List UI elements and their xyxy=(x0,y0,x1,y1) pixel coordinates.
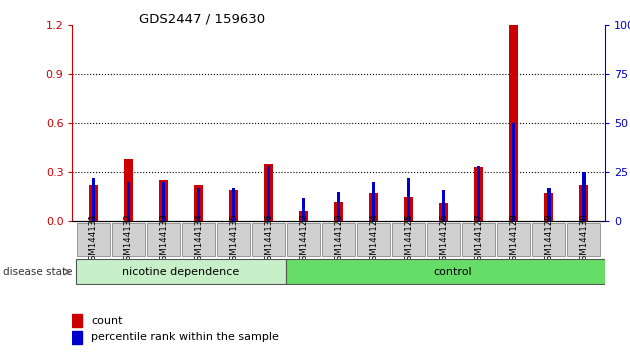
Text: GSM144132: GSM144132 xyxy=(124,213,133,266)
FancyBboxPatch shape xyxy=(287,223,320,256)
Bar xyxy=(372,182,375,221)
Text: GSM144126: GSM144126 xyxy=(439,213,448,266)
Text: GSM144123: GSM144123 xyxy=(334,213,343,266)
Bar xyxy=(194,185,203,221)
Bar xyxy=(124,159,133,221)
Text: GSM144135: GSM144135 xyxy=(229,213,238,266)
FancyBboxPatch shape xyxy=(217,223,250,256)
FancyBboxPatch shape xyxy=(77,223,110,256)
Text: GSM144127: GSM144127 xyxy=(474,213,483,266)
FancyBboxPatch shape xyxy=(252,223,285,256)
Text: GSM144134: GSM144134 xyxy=(194,213,203,266)
Bar xyxy=(404,197,413,221)
Bar xyxy=(72,331,82,344)
Bar xyxy=(337,192,340,221)
Text: GSM144136: GSM144136 xyxy=(264,213,273,266)
Text: GSM144128: GSM144128 xyxy=(509,213,518,266)
Text: GSM144125: GSM144125 xyxy=(404,213,413,266)
Bar xyxy=(335,202,343,221)
Text: GDS2447 / 159630: GDS2447 / 159630 xyxy=(139,12,265,25)
Bar xyxy=(442,190,445,221)
Bar xyxy=(127,182,130,221)
Bar xyxy=(229,190,238,221)
Bar xyxy=(302,198,306,221)
Bar xyxy=(267,166,270,221)
FancyBboxPatch shape xyxy=(357,223,390,256)
FancyBboxPatch shape xyxy=(112,223,145,256)
Bar xyxy=(582,172,585,221)
FancyBboxPatch shape xyxy=(532,223,565,256)
FancyBboxPatch shape xyxy=(182,223,215,256)
Bar xyxy=(92,178,95,221)
FancyBboxPatch shape xyxy=(147,223,180,256)
Bar xyxy=(232,188,236,221)
Text: GSM144122: GSM144122 xyxy=(299,213,308,266)
FancyBboxPatch shape xyxy=(568,223,600,256)
Bar xyxy=(474,167,483,221)
FancyBboxPatch shape xyxy=(76,259,286,284)
Text: nicotine dependence: nicotine dependence xyxy=(122,267,239,277)
Bar xyxy=(369,193,378,221)
Bar xyxy=(197,188,200,221)
Bar xyxy=(439,203,448,221)
Bar xyxy=(264,164,273,221)
Text: control: control xyxy=(433,267,472,277)
Bar xyxy=(547,188,551,221)
Bar xyxy=(510,25,518,221)
Text: disease state: disease state xyxy=(3,267,72,277)
Bar xyxy=(72,314,82,327)
Bar xyxy=(580,185,588,221)
FancyBboxPatch shape xyxy=(286,259,619,284)
Bar xyxy=(544,193,553,221)
Bar xyxy=(162,182,165,221)
Bar xyxy=(299,211,308,221)
Bar xyxy=(407,178,410,221)
Text: GSM144133: GSM144133 xyxy=(159,213,168,266)
Text: percentile rank within the sample: percentile rank within the sample xyxy=(91,332,279,342)
Text: GSM144129: GSM144129 xyxy=(544,213,553,266)
FancyBboxPatch shape xyxy=(497,223,530,256)
Text: GSM144131: GSM144131 xyxy=(89,213,98,266)
Text: count: count xyxy=(91,316,123,326)
FancyBboxPatch shape xyxy=(427,223,460,256)
Text: GSM144130: GSM144130 xyxy=(580,213,588,266)
FancyBboxPatch shape xyxy=(392,223,425,256)
Text: GSM144124: GSM144124 xyxy=(369,213,378,266)
Bar xyxy=(477,166,481,221)
Bar xyxy=(512,123,515,221)
Bar xyxy=(159,180,168,221)
FancyBboxPatch shape xyxy=(322,223,355,256)
Bar xyxy=(89,185,98,221)
FancyBboxPatch shape xyxy=(462,223,495,256)
